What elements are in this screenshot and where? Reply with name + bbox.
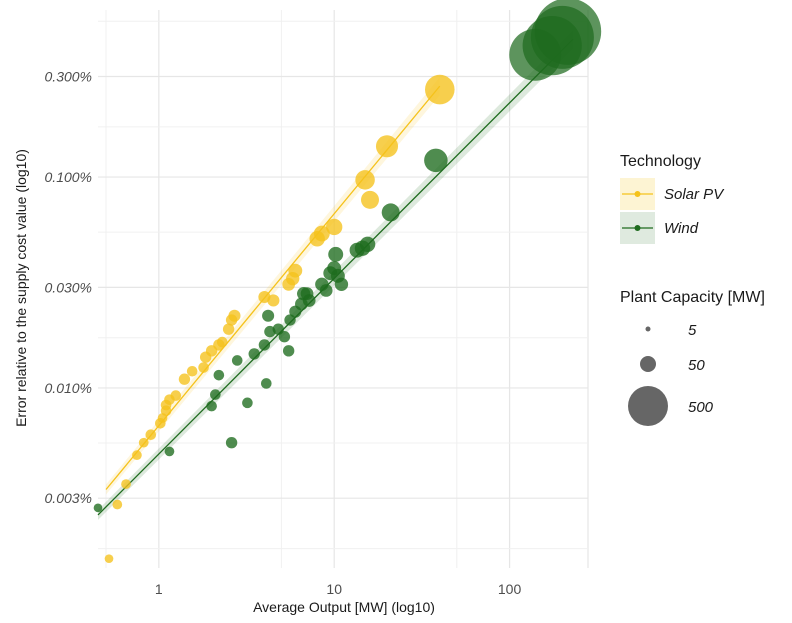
color-legend-title: Technology [620, 153, 701, 170]
data-point-wind [248, 348, 260, 360]
size-legend-key-5 [645, 326, 651, 332]
y-tick-label: 0.030% [45, 279, 92, 295]
y-tick-labels: 0.003% 0.010% 0.030% 0.100% 0.300% [45, 68, 92, 506]
size-legend-label-500: 500 [688, 399, 714, 416]
data-point-solar-pv [104, 554, 114, 564]
data-point-wind [509, 28, 562, 81]
data-point-wind [231, 355, 243, 366]
size-legend-label-5: 5 [688, 322, 697, 339]
data-points [93, 0, 602, 564]
x-tick-label: 100 [498, 581, 522, 597]
data-point-solar-pv [138, 437, 149, 448]
legend-key-wind [620, 212, 655, 244]
data-point-solar-pv [216, 336, 228, 348]
y-tick-label: 0.010% [45, 380, 92, 396]
data-point-wind [258, 339, 271, 351]
data-point-solar-pv [170, 390, 182, 401]
data-point-wind [334, 277, 349, 292]
data-point-wind [262, 309, 275, 322]
data-point-wind [381, 203, 400, 222]
legend-label-wind: Wind [664, 220, 699, 237]
data-point-wind [260, 378, 272, 389]
legend: Technology Solar PV Wind Plant Capacity … [620, 153, 765, 426]
legend-key-wind-dot [634, 225, 641, 231]
data-point-solar-pv [282, 277, 296, 291]
x-axis-title: Average Output [MW] (log10) [253, 599, 435, 615]
y-tick-label: 0.300% [45, 68, 92, 84]
data-point-wind [164, 446, 175, 457]
y-tick-label: 0.100% [45, 169, 92, 185]
data-point-solar-pv [375, 135, 399, 158]
data-point-wind [93, 503, 103, 513]
data-point-wind [349, 242, 365, 258]
data-point-wind [328, 246, 344, 262]
data-point-solar-pv [425, 74, 455, 105]
x-tick-labels: 1 10 100 [155, 581, 522, 597]
data-point-wind [206, 400, 217, 412]
y-axis-title: Error relative to the supply cost value … [13, 149, 29, 427]
size-legend-key-500 [628, 386, 668, 426]
legend-key-solar-pv [620, 178, 655, 210]
size-legend-title: Plant Capacity [MW] [620, 289, 765, 306]
x-tick-label: 10 [326, 581, 342, 597]
data-point-solar-pv [267, 294, 280, 307]
data-point-wind [278, 331, 291, 343]
data-point-wind [319, 284, 333, 297]
data-point-solar-pv [222, 323, 235, 335]
data-point-wind [289, 305, 302, 318]
data-point-wind [302, 294, 316, 307]
data-point-solar-pv [225, 314, 238, 326]
data-point-solar-pv [186, 365, 198, 377]
data-point-wind [272, 323, 284, 335]
y-tick-label: 0.003% [45, 490, 92, 506]
data-point-wind [282, 345, 295, 357]
legend-label-solar-pv: Solar PV [664, 186, 725, 203]
data-point-wind [284, 314, 296, 326]
data-point-solar-pv [309, 231, 325, 247]
data-point-solar-pv [121, 479, 131, 489]
data-point-solar-pv [178, 373, 191, 385]
data-point-wind [424, 148, 448, 173]
data-point-solar-pv [112, 499, 123, 510]
data-point-wind [225, 437, 238, 449]
data-point-solar-pv [157, 413, 168, 423]
data-point-wind [213, 369, 225, 381]
data-point-solar-pv [355, 170, 375, 190]
legend-key-solar-pv-dot [634, 191, 641, 197]
data-point-solar-pv [132, 450, 142, 461]
data-point-solar-pv [326, 218, 343, 236]
data-point-solar-pv [198, 362, 209, 373]
size-legend-label-50: 50 [688, 357, 705, 374]
size-legend-key-50 [640, 356, 656, 372]
data-point-wind [242, 397, 253, 409]
data-point-solar-pv [145, 429, 157, 441]
data-point-solar-pv [360, 190, 379, 209]
x-tick-label: 1 [155, 581, 163, 597]
data-point-wind [210, 389, 221, 400]
